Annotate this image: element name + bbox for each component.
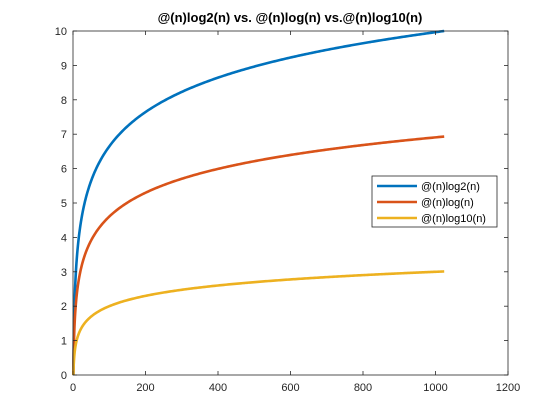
y-tick-label: 7 bbox=[61, 129, 67, 141]
series-layer bbox=[72, 29, 445, 376]
y-tick-label: 2 bbox=[61, 301, 67, 313]
y-axis-ticks: 0 1 2 3 4 5 6 7 8 9 10 bbox=[55, 26, 508, 382]
x-tick-label: 1200 bbox=[496, 382, 520, 394]
series-line-1 bbox=[72, 29, 445, 376]
legend-label-3: @(n)log10(n) bbox=[421, 213, 486, 225]
legend-label-2: @(n)log(n) bbox=[421, 197, 474, 209]
series-line-2 bbox=[72, 135, 445, 376]
x-tick-label: 800 bbox=[354, 382, 372, 394]
x-tick-label: 600 bbox=[281, 382, 299, 394]
legend: @(n)log2(n) @(n)log(n) @(n)log10(n) bbox=[371, 175, 498, 228]
x-tick-label: 200 bbox=[136, 382, 154, 394]
x-axis-ticks: 0 200 400 600 800 1000 1200 bbox=[70, 31, 520, 394]
y-tick-label: 5 bbox=[61, 198, 67, 210]
chart-title: @(n)log2(n) vs. @(n)log(n) vs.@(n)log10(… bbox=[158, 10, 423, 25]
x-tick-label: 400 bbox=[209, 382, 227, 394]
x-tick-label: 1000 bbox=[423, 382, 447, 394]
y-tick-label: 9 bbox=[61, 60, 67, 72]
y-tick-label: 8 bbox=[61, 95, 67, 107]
y-tick-label: 6 bbox=[61, 164, 67, 176]
legend-label-1: @(n)log2(n) bbox=[421, 181, 480, 193]
y-tick-label: 1 bbox=[61, 336, 67, 348]
x-tick-label: 0 bbox=[70, 382, 76, 394]
series-line-3 bbox=[72, 270, 445, 376]
y-tick-label: 10 bbox=[55, 26, 67, 38]
y-tick-label: 0 bbox=[61, 370, 67, 382]
y-tick-label: 4 bbox=[61, 232, 67, 244]
y-tick-label: 3 bbox=[61, 267, 67, 279]
